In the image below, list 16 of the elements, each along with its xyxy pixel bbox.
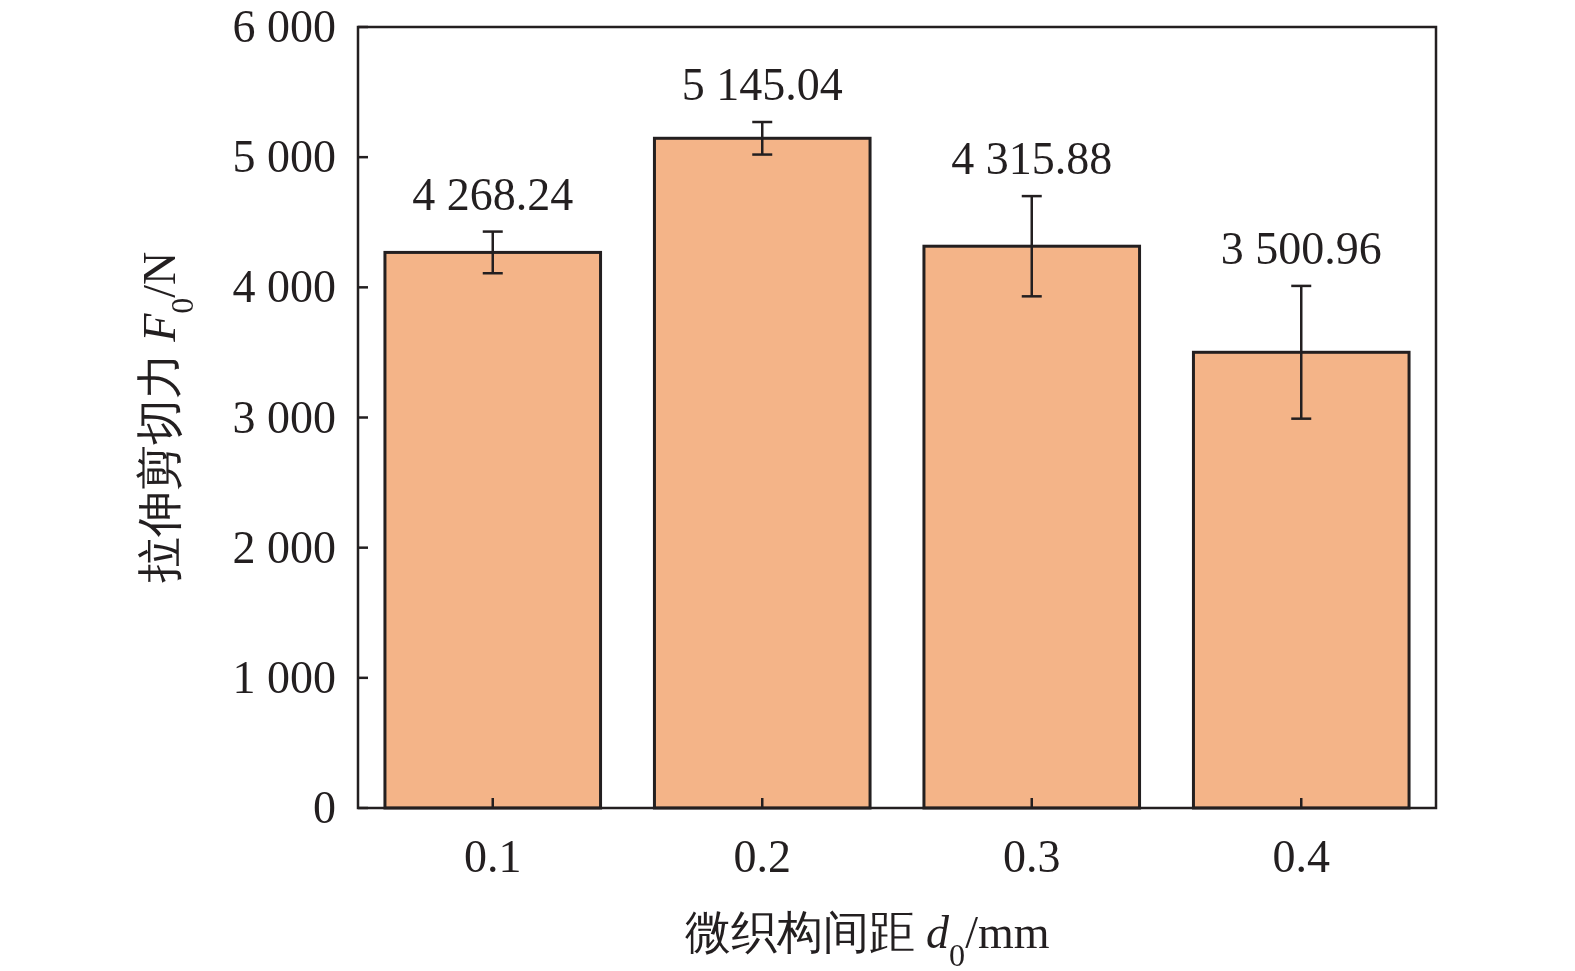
y-tick-label: 0 <box>313 782 336 833</box>
y-tick-label: 4 000 <box>232 261 336 313</box>
data-label: 3 500.96 <box>1220 222 1382 274</box>
y-tick-label: 5 000 <box>232 131 336 183</box>
x-axis-title: 微织构间距 d$_{0}$/mm <box>684 907 1050 971</box>
data-label: 4 315.88 <box>951 133 1113 185</box>
data-label: 4 268.24 <box>412 168 574 220</box>
data-label: 5 145.04 <box>681 59 843 111</box>
y-tick-label: 1 000 <box>232 651 336 703</box>
x-tick-label: 0.2 <box>733 831 791 882</box>
y-tick-label: 3 000 <box>232 391 336 443</box>
x-tick-label: 0.3 <box>1003 831 1061 882</box>
x-tick-label: 0.4 <box>1272 831 1330 882</box>
x-tick-label: 0.1 <box>464 831 522 882</box>
y-tick-label: 6 000 <box>232 1 336 52</box>
y-tick-label: 2 000 <box>232 521 336 573</box>
